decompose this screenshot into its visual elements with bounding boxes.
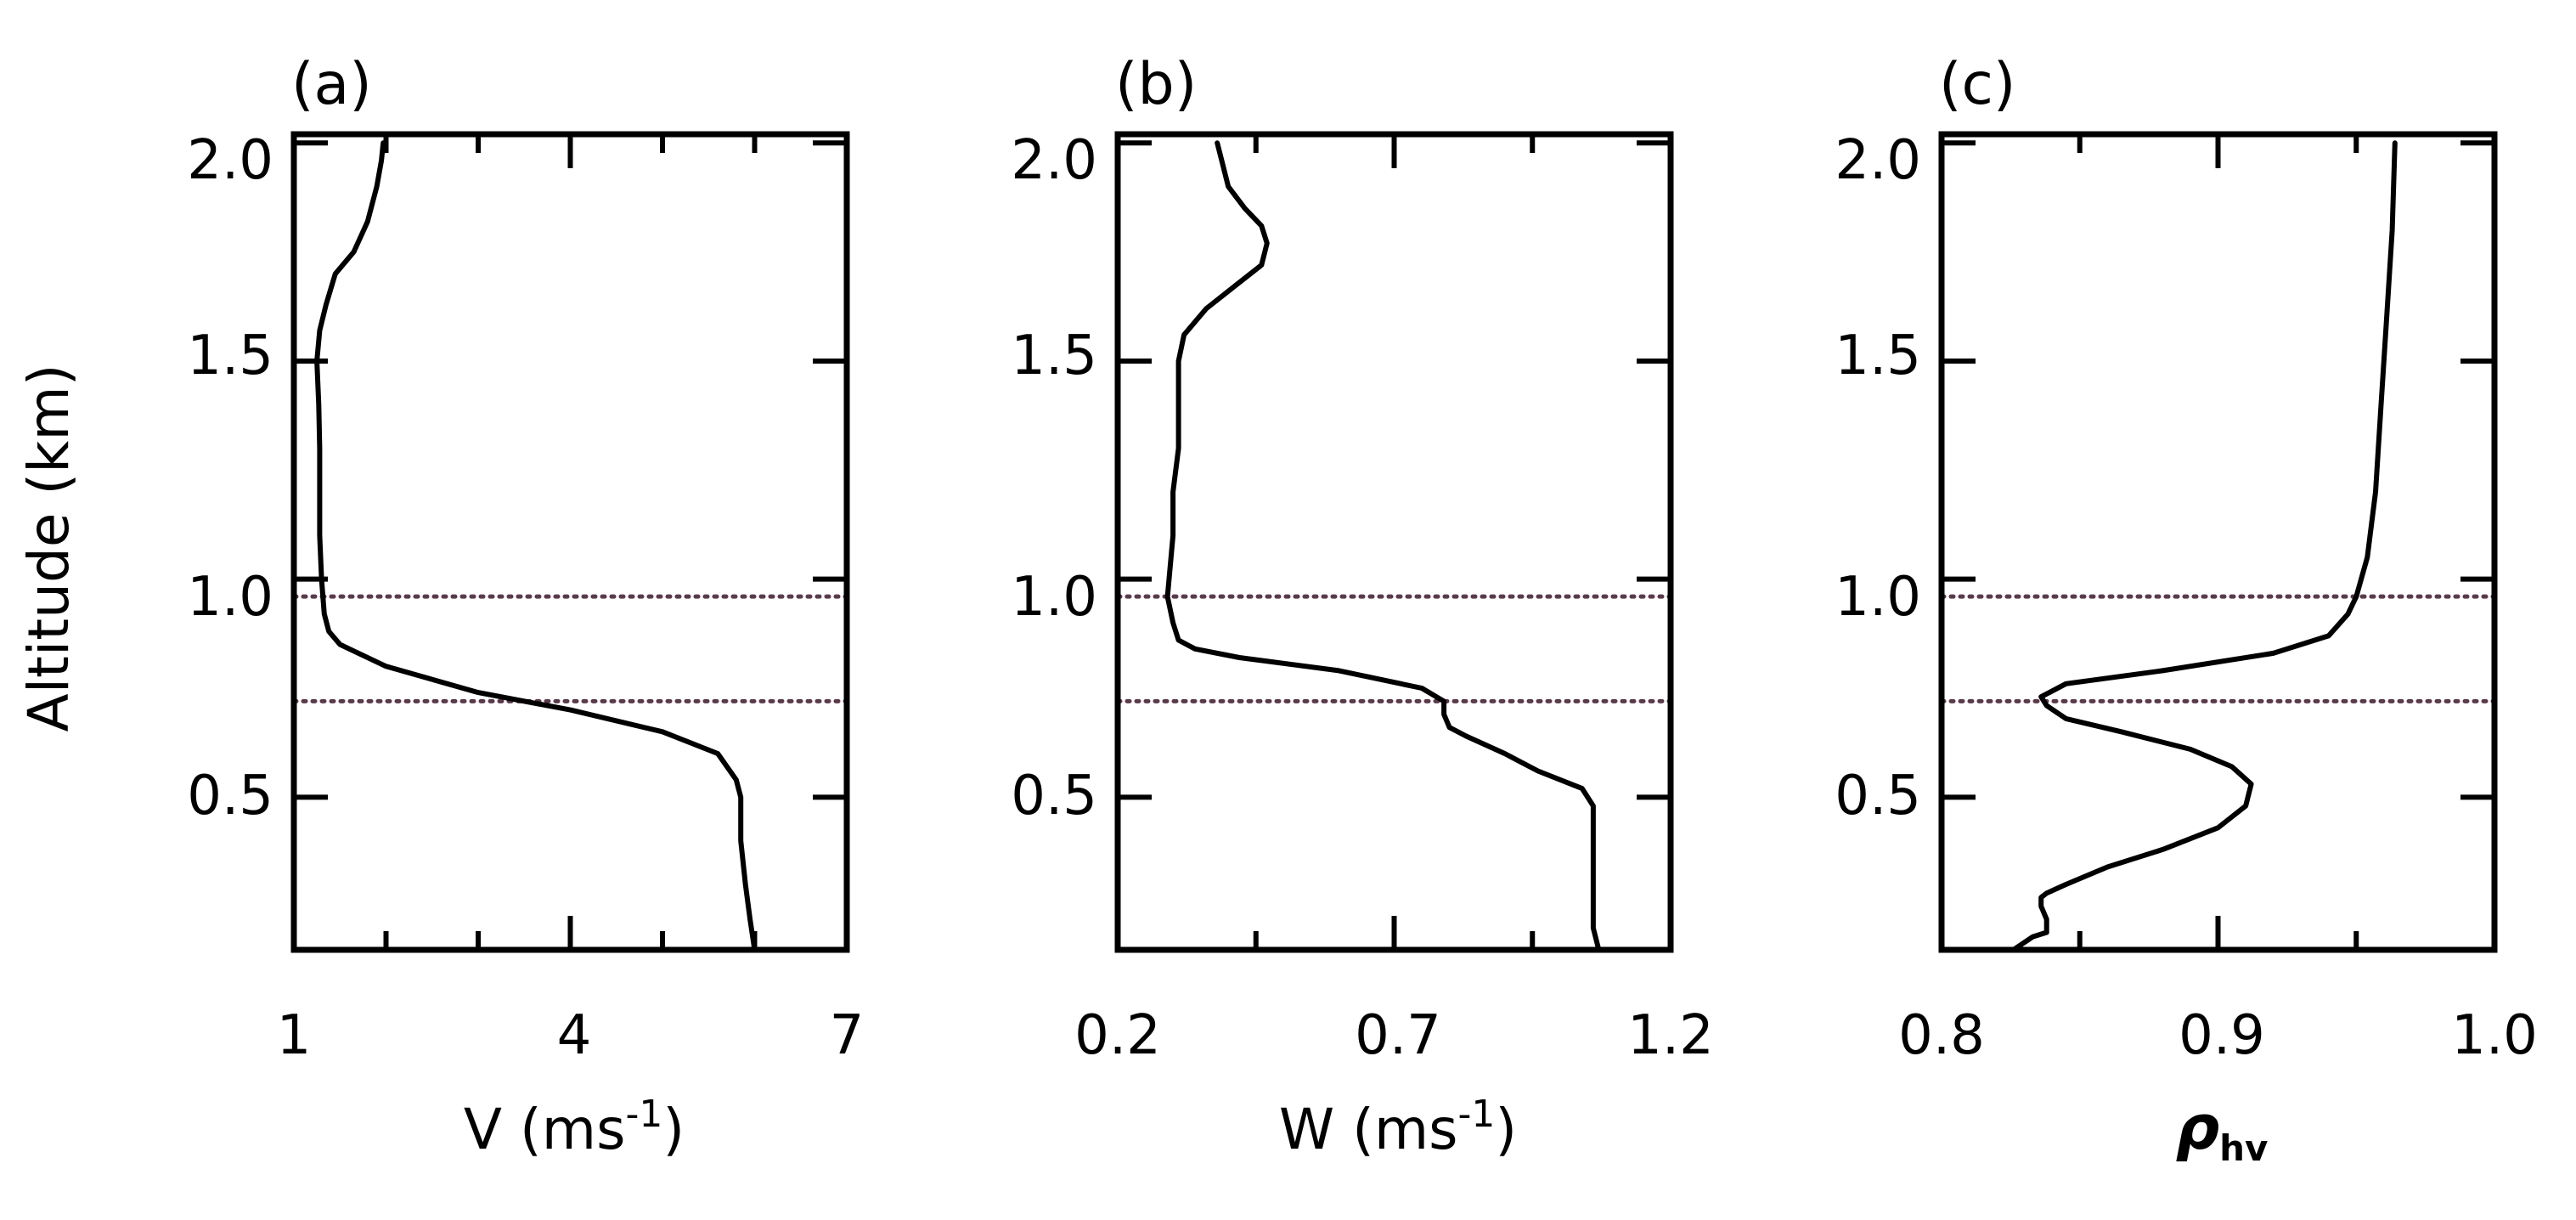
panel-a-frame (290, 131, 850, 953)
panel-a-ytick-label-3: 2.0 (187, 129, 273, 192)
panel-b-xlabel-close: ) (1495, 1097, 1517, 1162)
y-axis-title: Altitude (km) (16, 364, 82, 732)
panel-a-xlabel-main: V (ms (464, 1097, 626, 1162)
panel-b-ytick-label-0: 0.5 (1011, 765, 1097, 827)
panel-a-xlabel-close: ) (662, 1097, 685, 1162)
panel-a-plot-area (290, 131, 850, 953)
panel-c-ytick-label-0: 0.5 (1835, 765, 1921, 827)
panel-c-label: (c) (1939, 51, 2015, 118)
panel-a-ytick-label-1: 1.0 (187, 566, 273, 629)
panel-c-xtick-label-0: 0.8 (1898, 1004, 1985, 1067)
panel-c-ytick-label-2: 1.5 (1835, 325, 1921, 387)
panel-b-frame (1114, 131, 1674, 953)
panel-a: (a) 1 4 7 V (ms-1) 0.5 1.0 1.5 2.0 (187, 51, 864, 1162)
panel-b: (b) 0.2 0.7 1.2 W (ms-1) 0.5 1.0 1.5 2.0 (1011, 51, 1714, 1162)
panel-c-xtick-label-2: 1.0 (2451, 1004, 2538, 1067)
panel-b-xlabel-sup: -1 (1458, 1093, 1496, 1136)
panel-c: (c) 0.8 0.9 1.0 ρhv 0.5 1.0 1.5 2.0 (1835, 51, 2538, 1169)
panel-b-ytick-label-2: 1.5 (1011, 325, 1097, 387)
panel-a-ytick-label-0: 0.5 (187, 765, 273, 827)
panel-c-xtick-label-1: 0.9 (2179, 1004, 2265, 1067)
panel-c-ytick-label-3: 2.0 (1835, 129, 1921, 192)
panel-a-xtick-label-0: 1 (277, 1004, 312, 1067)
panel-b-label: (b) (1115, 51, 1197, 118)
panel-c-xlabel: ρhv (2176, 1092, 2269, 1169)
panel-b-series-line (1164, 140, 1602, 952)
panel-b-ytick-label-3: 2.0 (1011, 129, 1097, 192)
panel-b-plot-area (1114, 131, 1674, 953)
panel-b-xtick-label-2: 1.2 (1627, 1004, 1714, 1067)
panel-c-plot-area (1938, 131, 2498, 953)
panel-a-xtick-label-1: 4 (557, 1004, 592, 1067)
panel-a-ytick-label-2: 1.5 (187, 325, 273, 387)
panel-c-xlabel-main: ρ (2176, 1092, 2220, 1163)
panel-b-xtick-label-0: 0.2 (1074, 1004, 1161, 1067)
panel-b-ytick-label-1: 1.0 (1011, 566, 1097, 629)
panel-a-xlabel: V (ms-1) (464, 1093, 685, 1162)
panel-b-xlabel-main: W (ms (1279, 1097, 1458, 1162)
panel-c-series-line (2010, 140, 2398, 952)
panel-a-series-line (314, 140, 758, 952)
panel-a-label: (a) (291, 51, 372, 118)
panel-a-xlabel-sup: -1 (625, 1093, 662, 1136)
panel-c-xlabel-sub: hv (2219, 1127, 2268, 1169)
panel-c-ytick-label-1: 1.0 (1835, 566, 1921, 629)
panel-a-xtick-label-2: 7 (830, 1004, 865, 1067)
panel-b-xlabel: W (ms-1) (1279, 1093, 1517, 1162)
panel-b-xtick-label-1: 0.7 (1355, 1004, 1441, 1067)
